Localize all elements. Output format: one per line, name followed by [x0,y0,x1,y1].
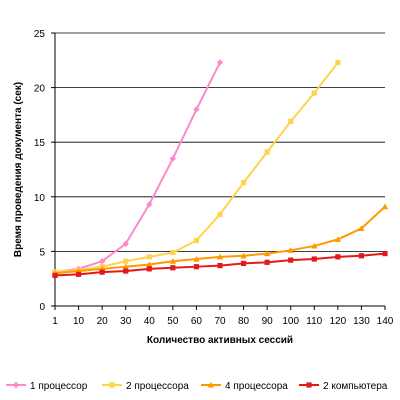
legend-marker [306,382,312,388]
data-point [123,268,129,274]
data-point [123,258,129,264]
x-tick-label: 110 [306,316,322,327]
data-point [75,271,82,277]
series-4 [52,250,388,279]
data-point [216,59,224,66]
x-tick-label: 80 [238,316,250,327]
x-tick-label: 1 [52,316,58,327]
data-point [122,240,129,247]
x-axis-title: Количество активных сессий [147,335,293,346]
data-point [146,261,153,268]
data-point [146,254,152,260]
data-point [311,242,318,249]
data-point [288,118,294,125]
x-tick-label: 130 [353,316,370,327]
gridlines [55,32,385,252]
data-point [193,255,200,262]
series-3 [51,203,389,276]
x-tick-label: 90 [262,316,274,327]
data-point [193,264,200,270]
data-point [334,236,342,242]
x-tick-label: 20 [97,316,109,327]
legend-label: 2 компьютера [323,381,388,392]
data-point [193,106,200,113]
data-point [216,253,224,260]
data-point [52,272,58,279]
data-point [170,249,176,256]
x-tick-label: 140 [377,316,394,327]
x-tick-label: 60 [191,316,203,327]
data-point [240,252,247,259]
data-point [358,225,365,232]
y-tick-label: 5 [39,247,45,258]
data-point [311,90,317,96]
x-tick-label: 10 [73,316,85,327]
data-point [193,237,200,244]
y-tick-label: 20 [34,84,46,95]
legend-marker [12,381,20,389]
legend-item-3: 4 процессора [201,381,288,392]
legend-item-4: 2 компьютера [299,381,388,392]
y-tick-label: 15 [34,138,46,149]
legend-item-1: 1 процессор [6,381,88,392]
y-tick-label: 0 [39,302,45,313]
series-2 [52,59,341,275]
x-tick-label: 100 [282,316,299,327]
data-point [217,211,223,217]
data-point [382,250,388,257]
legend-label: 1 процессор [30,381,88,392]
data-point [263,250,271,257]
data-point [381,203,389,210]
axes [51,32,386,310]
data-point [122,263,129,270]
data-point [311,256,317,262]
x-tick-label: 50 [167,316,179,327]
data-point [288,257,294,263]
data-point [240,260,247,267]
data-point [169,258,177,264]
data-point [170,265,176,271]
legend-marker [109,382,115,388]
data-point [287,247,294,253]
legend-item-2: 2 процессора [102,381,189,392]
legend-label: 4 процессора [225,381,288,392]
data-point [335,254,341,260]
data-point [358,253,365,259]
x-tick-label: 40 [144,316,156,327]
series-layer [51,59,389,279]
legend: 1 процессор 2 процессора 4 процессора 2 ком… [6,381,388,392]
x-tick-label: 120 [330,316,347,327]
series-line [54,62,221,274]
data-point [335,59,341,66]
data-point [146,201,153,208]
data-point [98,258,106,265]
data-point [99,269,105,275]
legend-label: 2 процессора [126,381,189,392]
x-tick-label: 70 [214,316,226,327]
x-tick-label: 30 [120,316,132,327]
data-point [240,180,247,186]
y-axis-title: Время проведения документа (сек) [13,82,24,257]
data-point [264,259,270,265]
data-point [264,149,270,155]
data-point [146,266,152,272]
data-point [169,155,177,162]
y-tick-label: 25 [34,29,46,40]
legend-marker [207,381,215,388]
data-point [217,262,223,269]
y-tick-label: 10 [34,193,46,204]
